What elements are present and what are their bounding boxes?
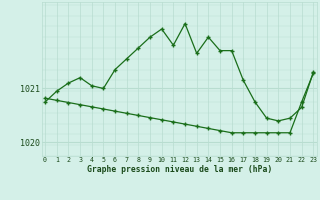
X-axis label: Graphe pression niveau de la mer (hPa): Graphe pression niveau de la mer (hPa) [87,164,272,174]
